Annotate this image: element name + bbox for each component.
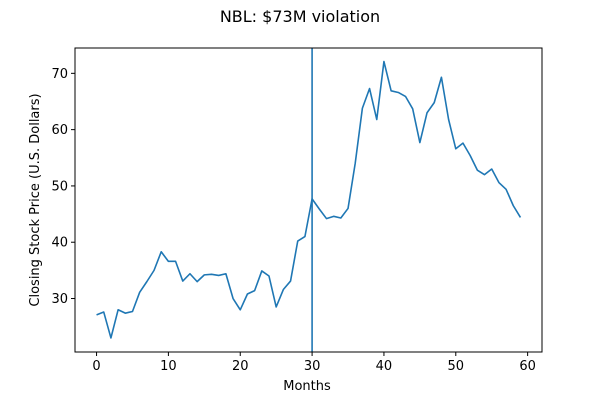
y-tick-label: 30 [51, 292, 68, 307]
y-tick-label: 60 [51, 123, 68, 138]
plot-frame [74, 47, 543, 353]
x-tick-label: 10 [160, 359, 177, 374]
x-tick-label: 0 [92, 359, 100, 374]
x-tick-label: 20 [232, 359, 249, 374]
price-series-line [96, 60, 522, 339]
plot-area: 0 10 20 30 40 50 60 30 40 50 60 70 [51, 47, 543, 374]
x-tick-label: 30 [304, 359, 321, 374]
y-tick-label: 70 [51, 67, 68, 82]
x-tick-label: 50 [448, 359, 465, 374]
y-axis-label: Closing Stock Price (U.S. Dollars) [28, 93, 43, 306]
chart-title: NBL: $73M violation [220, 7, 380, 26]
x-axis-label: Months [283, 379, 331, 394]
y-tick-label: 40 [51, 236, 68, 251]
x-tick-label: 60 [519, 359, 536, 374]
y-tick-label: 50 [51, 179, 68, 194]
x-tick-label: 40 [376, 359, 393, 374]
